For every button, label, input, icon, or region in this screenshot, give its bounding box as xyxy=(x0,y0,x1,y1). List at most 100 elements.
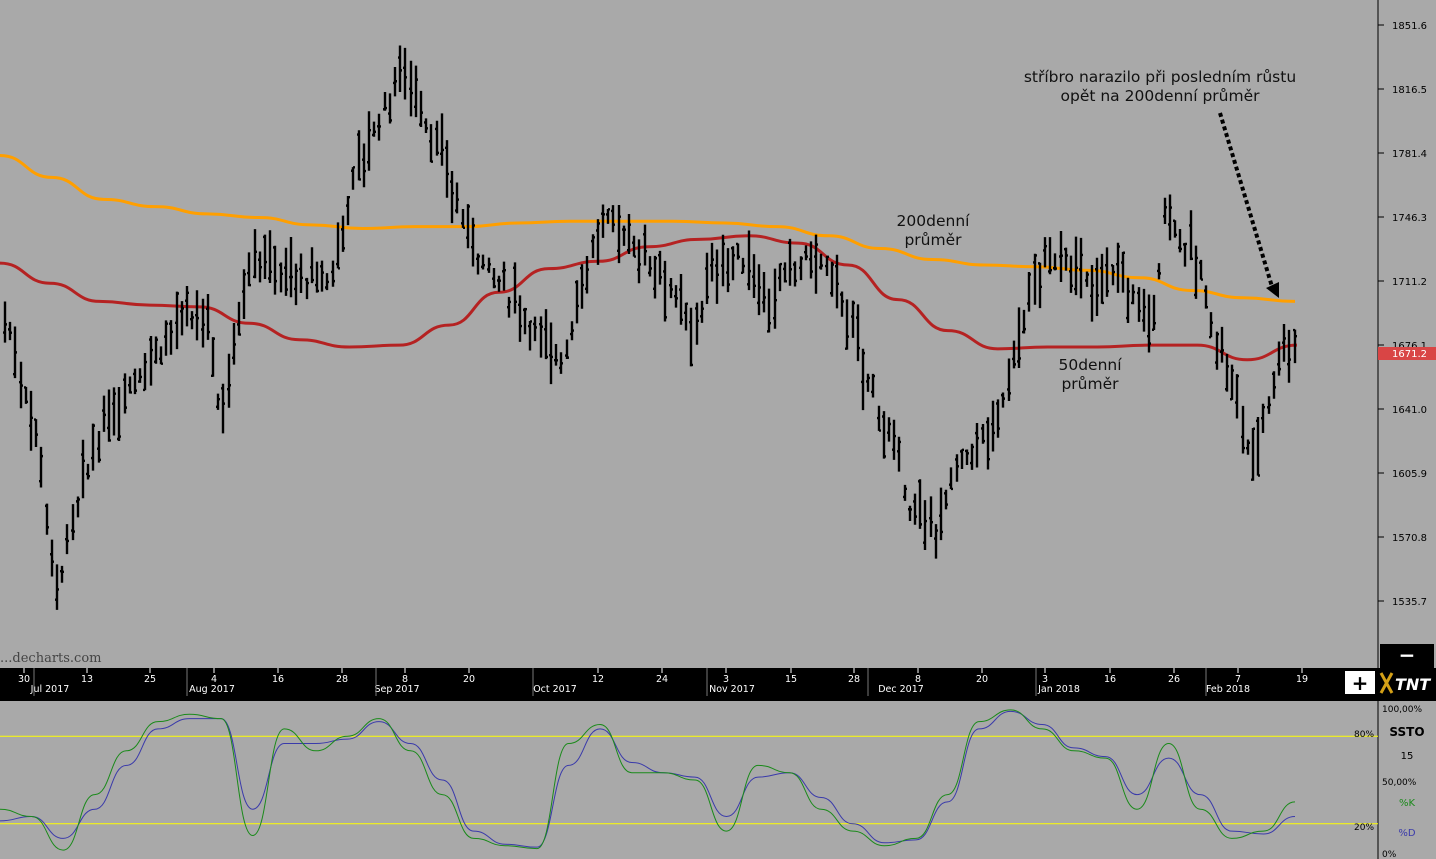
last-price-tag xyxy=(1378,347,1436,360)
annotation-arrowhead xyxy=(1266,282,1279,298)
price-bar xyxy=(273,245,277,295)
price-bar xyxy=(435,120,439,156)
zoom-out-button[interactable]: − xyxy=(1380,643,1434,668)
price-bar xyxy=(97,430,101,463)
price-bar xyxy=(939,487,943,541)
price-bar xyxy=(1225,353,1229,392)
price-bar xyxy=(804,245,808,261)
price-bar xyxy=(1074,236,1078,296)
price-bar xyxy=(1194,245,1198,299)
price-bar xyxy=(747,230,751,291)
x-tick-label: 8 xyxy=(915,674,921,685)
x-tick-label: Sep 2017 xyxy=(374,684,419,695)
price-bar xyxy=(949,467,953,491)
price-bar xyxy=(372,121,376,137)
price-bar xyxy=(346,195,350,226)
price-bar xyxy=(601,204,605,238)
price-bar xyxy=(752,254,756,299)
price-bar xyxy=(242,269,246,320)
x-tick-label: 20 xyxy=(463,674,475,685)
price-bar xyxy=(268,230,272,283)
price-bar xyxy=(575,280,579,324)
ma200-label-line2: průměr xyxy=(904,231,962,249)
price-bar xyxy=(102,395,106,432)
price-bar xyxy=(190,311,194,330)
price-bar xyxy=(1272,371,1276,399)
price-bar xyxy=(216,393,220,410)
price-bar xyxy=(1027,271,1031,312)
price-bar xyxy=(871,373,875,398)
price-bar xyxy=(1163,197,1167,225)
price-bar xyxy=(279,262,283,293)
price-bar xyxy=(383,91,387,111)
price-bar xyxy=(554,343,558,366)
price-bar xyxy=(367,111,371,171)
price-bar xyxy=(1001,392,1005,408)
price-bar xyxy=(1053,253,1057,271)
price-bar xyxy=(1022,309,1026,334)
price-bar xyxy=(8,321,12,341)
price-bar xyxy=(986,417,990,470)
price-bar xyxy=(1282,323,1286,362)
price-bar xyxy=(845,299,849,350)
price-bar xyxy=(606,208,610,224)
price-bar xyxy=(970,443,974,470)
price-bar xyxy=(398,45,402,92)
price-bar xyxy=(741,257,745,275)
y-tick-label: 1570.8 xyxy=(1392,533,1427,544)
y-tick-label: 1535.7 xyxy=(1392,597,1427,608)
price-bar xyxy=(29,390,33,451)
y-tick-label: 1641.0 xyxy=(1392,405,1427,416)
price-bar xyxy=(518,295,522,342)
x-tick-label: Jul 2017 xyxy=(30,684,70,695)
price-bar xyxy=(539,316,543,358)
price-bar xyxy=(3,301,7,343)
y-tick-label: 1816.5 xyxy=(1392,85,1427,96)
zoom-in-label: + xyxy=(1352,671,1369,695)
price-bar xyxy=(830,261,834,297)
price-bar xyxy=(663,260,667,322)
zoom-in-button[interactable]: + xyxy=(1345,671,1375,695)
price-bar xyxy=(955,454,959,482)
x-tick-label: 15 xyxy=(785,674,797,685)
osc-name: SSTO xyxy=(1389,725,1424,739)
price-bar xyxy=(887,417,891,442)
price-bar xyxy=(502,261,506,291)
osc-k-label: %K xyxy=(1399,798,1416,809)
price-bar xyxy=(221,383,225,434)
price-bar xyxy=(315,261,319,293)
price-bar xyxy=(991,400,995,452)
price-bar xyxy=(211,337,215,378)
price-bar xyxy=(736,242,740,260)
price-bar xyxy=(305,277,309,300)
price-bar xyxy=(840,291,844,317)
price-bar xyxy=(1064,247,1068,271)
price-axis-bg xyxy=(1378,0,1436,668)
price-bar xyxy=(247,252,251,287)
osc-level-0: 0% xyxy=(1382,850,1397,859)
price-bar xyxy=(762,272,766,313)
osc-level-50: 50,00% xyxy=(1382,778,1417,788)
x-tick-label: 19 xyxy=(1296,674,1308,685)
price-bar xyxy=(1079,237,1083,299)
x-tick-label: 7 xyxy=(1235,674,1241,685)
ma200-line xyxy=(0,154,1296,303)
stoch-k-line xyxy=(0,709,1296,851)
price-bar xyxy=(981,423,985,444)
price-bar xyxy=(1048,237,1052,275)
price-bar xyxy=(1095,257,1099,316)
price-bar xyxy=(39,446,43,488)
price-bar xyxy=(351,166,355,190)
price-bar xyxy=(1126,277,1130,324)
price-bar xyxy=(320,260,324,292)
price-bar xyxy=(1183,242,1187,267)
price-bar xyxy=(585,255,589,294)
x-tick-label: Jan 2018 xyxy=(1037,684,1080,695)
price-bar xyxy=(653,255,657,299)
price-bar xyxy=(996,399,1000,438)
price-bar xyxy=(497,275,501,292)
last-price-label: 1671.2 xyxy=(1392,349,1427,360)
price-bar xyxy=(455,182,459,214)
y-tick-label: 1711.2 xyxy=(1392,277,1427,288)
